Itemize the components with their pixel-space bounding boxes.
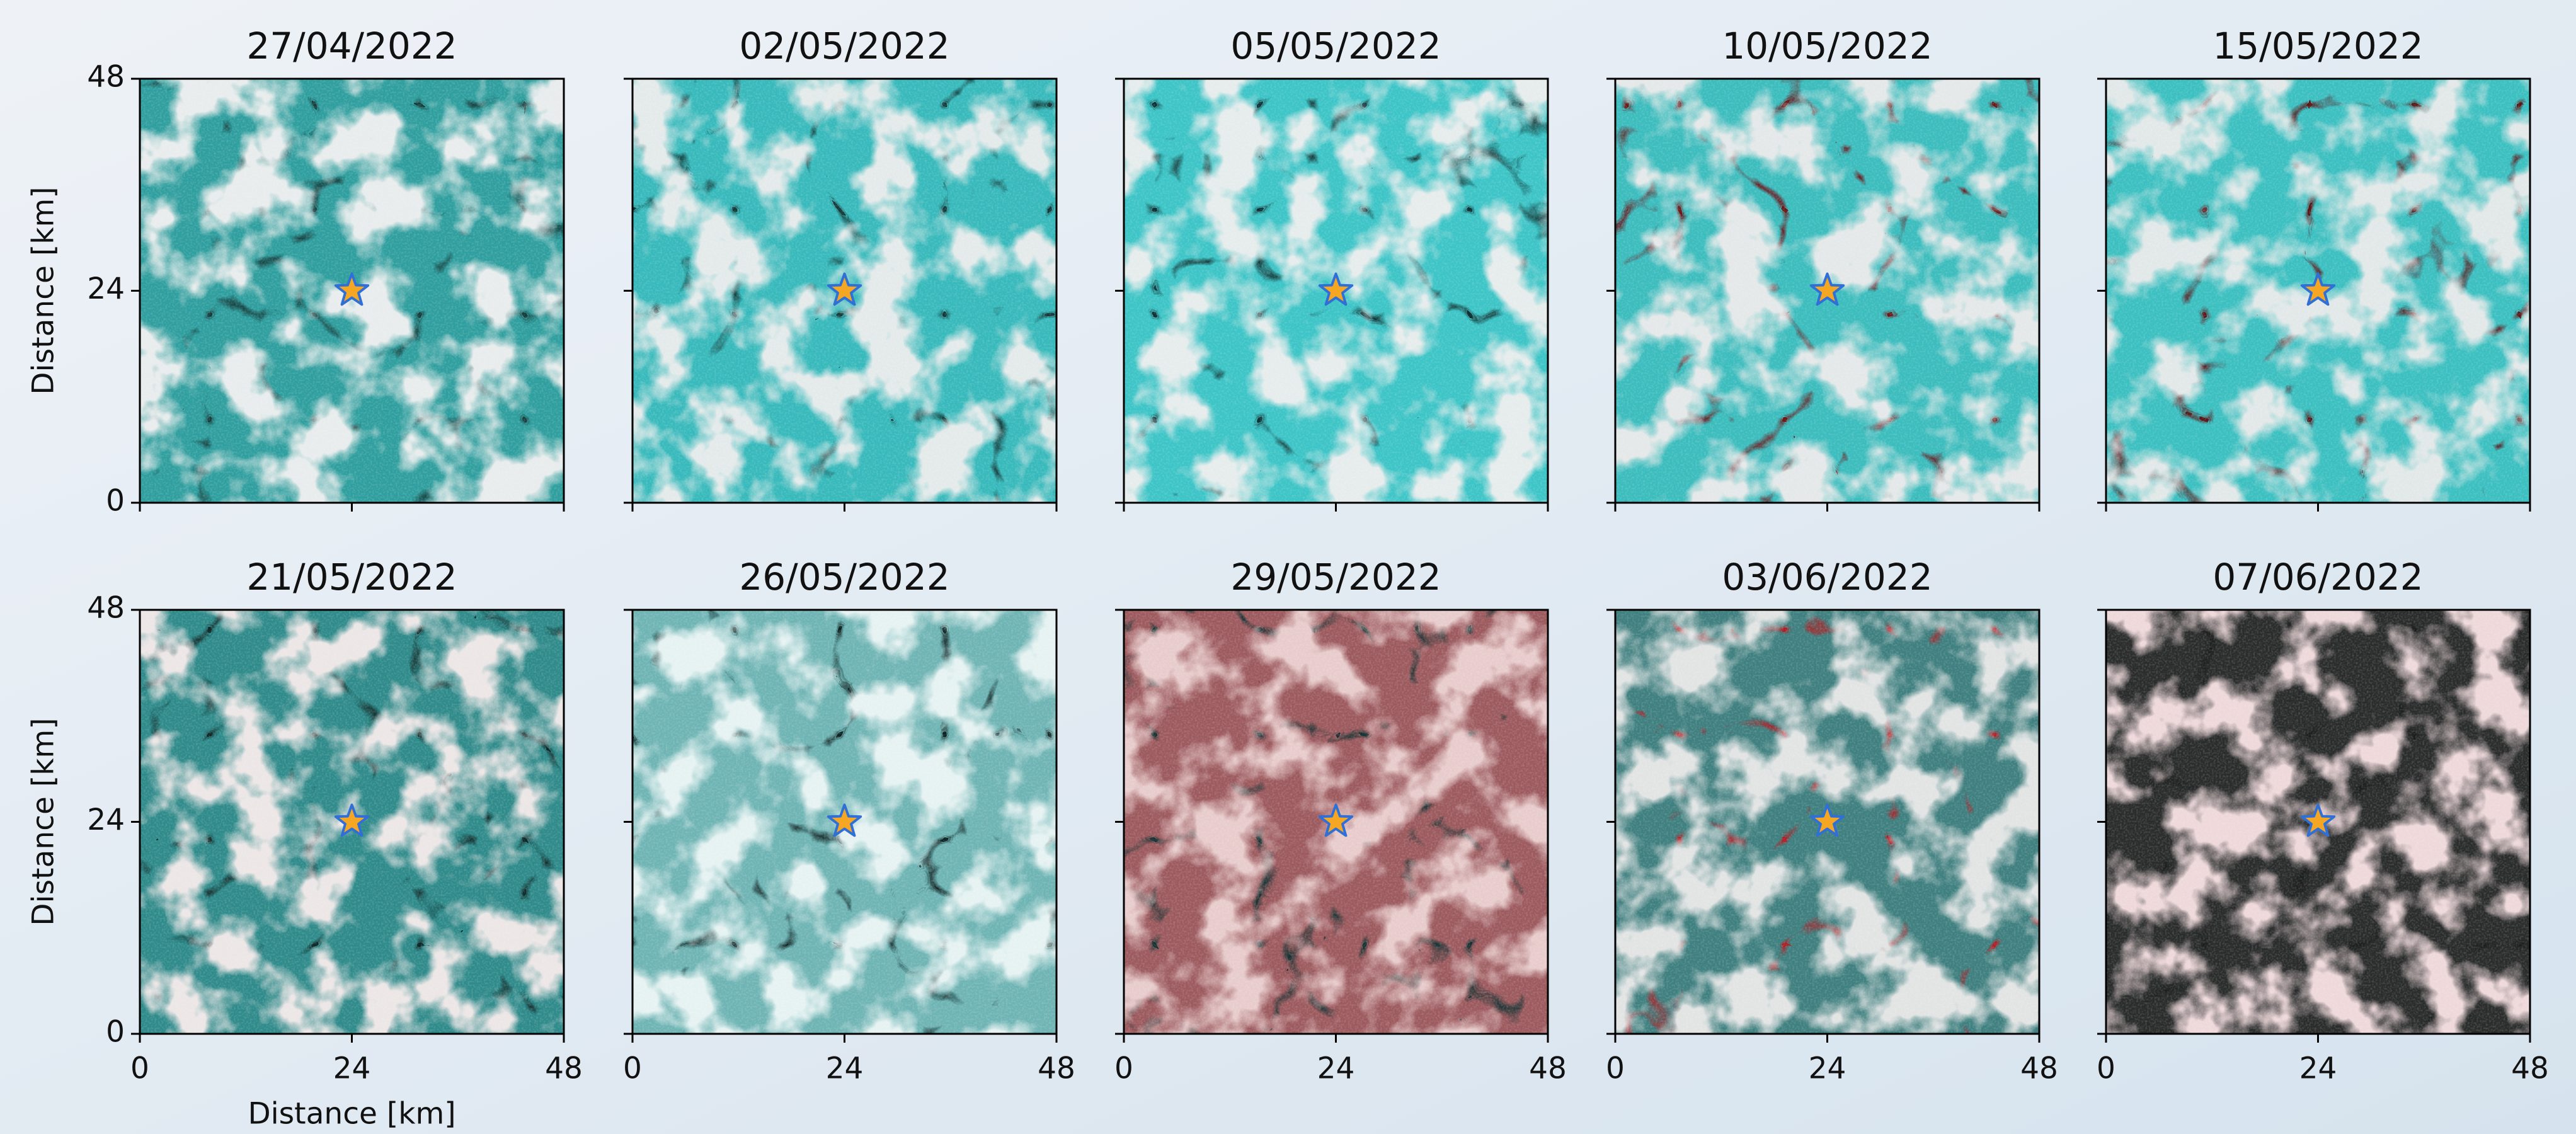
- panel-title: 27/04/2022: [246, 25, 457, 67]
- x-tick-label: 24: [1809, 1051, 1846, 1086]
- x-tick-label: 48: [2020, 1051, 2058, 1086]
- panel-title: 15/05/2022: [2212, 25, 2423, 67]
- y-tick-label: 24: [87, 803, 125, 837]
- x-tick-label: 24: [333, 1051, 371, 1086]
- satellite-image: [633, 79, 1056, 503]
- star-marker: [827, 803, 862, 837]
- star-marker: [1318, 272, 1354, 306]
- x-tick-label: 0: [2097, 1051, 2115, 1086]
- x-tick-label: 0: [1606, 1051, 1625, 1086]
- x-tick-label: 48: [545, 1051, 583, 1086]
- star-marker: [1809, 272, 1845, 306]
- panel-title: 26/05/2022: [739, 556, 949, 598]
- y-tick-label: 48: [87, 591, 125, 626]
- panel-title: 03/06/2022: [1722, 556, 1932, 598]
- y-axis-label: Distance [km]: [26, 718, 61, 925]
- x-tick-label: 0: [130, 1051, 149, 1086]
- y-tick-label: 0: [106, 1015, 125, 1050]
- panel-title: 29/05/2022: [1230, 556, 1441, 598]
- star-marker: [334, 803, 370, 837]
- x-tick-label: 24: [1317, 1051, 1355, 1086]
- star-marker: [2300, 803, 2336, 837]
- y-axis-label: Distance [km]: [26, 186, 61, 394]
- panel-title: 02/05/2022: [739, 25, 949, 67]
- star-marker: [1809, 803, 1845, 837]
- x-tick-label: 0: [1114, 1051, 1133, 1086]
- x-tick-label: 48: [2511, 1051, 2549, 1086]
- panel-title: 05/05/2022: [1230, 25, 1441, 67]
- x-tick-label: 24: [2299, 1051, 2337, 1086]
- y-tick-label: 0: [106, 484, 125, 518]
- panel-title: 21/05/2022: [246, 556, 457, 598]
- y-tick-label: 48: [87, 60, 125, 94]
- x-tick-label: 48: [1529, 1051, 1567, 1086]
- star-marker: [334, 272, 370, 306]
- panel-title: 10/05/2022: [1722, 25, 1932, 67]
- x-tick-label: 48: [1038, 1051, 1075, 1086]
- star-marker: [827, 272, 862, 306]
- x-axis-label: Distance [km]: [248, 1097, 455, 1131]
- star-marker: [2300, 272, 2336, 306]
- x-tick-label: 0: [623, 1051, 642, 1086]
- panel-title: 07/06/2022: [2212, 556, 2423, 598]
- y-tick-label: 24: [87, 272, 125, 306]
- star-marker: [1318, 803, 1354, 837]
- x-tick-label: 24: [826, 1051, 864, 1086]
